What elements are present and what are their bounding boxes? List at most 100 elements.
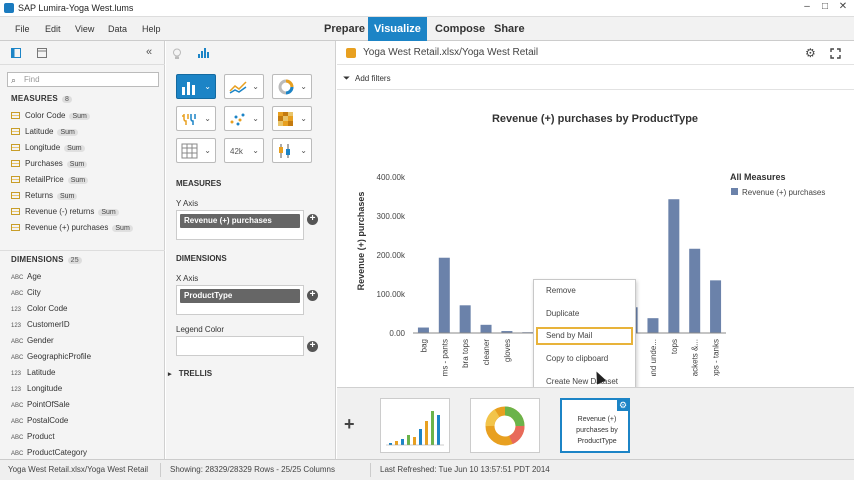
find-input[interactable]: ⌕ Find (7, 72, 159, 87)
x-tick-label: socks and unde... (649, 339, 658, 376)
measure-item[interactable]: RetailPrice Sum (11, 175, 89, 188)
chart-builder-icon[interactable] (197, 48, 209, 58)
dimension-item[interactable]: ABC PointOfSale (11, 400, 70, 413)
add-measure-icon[interactable]: + (307, 214, 318, 225)
add-filters-link[interactable]: Add filters (355, 74, 391, 83)
mode-share[interactable]: Share (494, 23, 525, 35)
add-visualization-icon[interactable]: + (344, 414, 355, 434)
minimize-icon[interactable]: – (804, 1, 810, 12)
bar[interactable] (668, 199, 680, 333)
mode-prepare[interactable]: Prepare (324, 23, 365, 35)
measure-icon (11, 128, 20, 135)
heatmap-chart-type-button[interactable]: ⌄ (272, 106, 312, 131)
bar[interactable] (459, 305, 471, 333)
line-chart-type-button[interactable]: ⌄ (224, 74, 264, 99)
bar[interactable] (438, 257, 450, 333)
panel-toggle-icon[interactable] (11, 48, 21, 58)
measure-item[interactable]: Revenue (+) purchases Sum (11, 223, 133, 236)
menu-item-create-new-dataset[interactable]: Create New Dataset (546, 377, 619, 386)
menu-item-duplicate[interactable]: Duplicate (546, 309, 580, 318)
gallery-thumbnail-donut[interactable] (470, 398, 540, 453)
aggregation-badge: Sum (57, 193, 78, 200)
measure-item[interactable]: Returns Sum (11, 191, 78, 204)
x-axis-drop-zone[interactable]: ProductType (176, 285, 304, 315)
scatter-chart-type-button[interactable]: ⌄ (224, 106, 264, 131)
dimension-item[interactable]: ABC Gender (11, 336, 54, 349)
add-legend-color-icon[interactable]: + (307, 341, 318, 352)
bar-chart[interactable]: Revenue (+) purchases by ProductType Rev… (337, 91, 854, 376)
pie-chart-type-button[interactable]: ⌄ (272, 74, 312, 99)
dimension-item[interactable]: ABC ProductCategory (11, 448, 87, 461)
dimension-item[interactable]: ABC Age (11, 272, 41, 285)
settings-gear-icon[interactable]: ⚙ (805, 46, 816, 60)
bar[interactable] (480, 324, 492, 333)
chevron-down-icon: ⌄ (300, 114, 307, 123)
measure-label: Returns (25, 191, 54, 200)
bar[interactable] (501, 331, 513, 333)
measure-item[interactable]: Purchases Sum (11, 159, 88, 172)
dimension-item[interactable]: ABC Product (11, 432, 55, 445)
menu-data[interactable]: Data (108, 24, 128, 34)
maximize-icon[interactable]: □ (821, 1, 829, 12)
menu-help[interactable]: Help (142, 24, 161, 34)
bar[interactable] (647, 318, 659, 333)
y-axis-drop-zone[interactable]: Revenue (+) purchases (176, 210, 304, 240)
chevron-down-icon: ⌄ (300, 146, 307, 155)
dimensions-header[interactable]: DIMENSIONS 25 (11, 255, 82, 264)
dimension-item[interactable]: ABC City (11, 288, 41, 301)
chevron-down-icon: ⌄ (252, 82, 259, 91)
chevron-down-icon: ⌄ (204, 82, 211, 91)
dataset-name[interactable]: Yoga West Retail.xlsx/Yoga West Retail (363, 47, 539, 58)
menu-item-send-by-mail[interactable]: Send by Mail (536, 327, 633, 345)
chevron-down-icon: ⌄ (252, 146, 259, 155)
add-dimension-icon[interactable]: + (307, 290, 318, 301)
dimension-item[interactable]: 123 CustomerID (11, 320, 70, 333)
box-plot-type-button[interactable]: ⌄ (272, 138, 312, 163)
data-type-icon: ABC (11, 355, 24, 361)
measure-label: Revenue (-) returns (25, 207, 95, 216)
numeric-point-type-button[interactable]: 42k ⌄ (224, 138, 264, 163)
menu-item-copy-to-clipboard[interactable]: Copy to clipboard (546, 354, 609, 363)
gallery-thumbnail-current[interactable]: Revenue (+) purchases by ProductType ⚙ (560, 398, 630, 453)
dimension-item[interactable]: 123 Color Code (11, 304, 67, 317)
grid-view-icon[interactable] (37, 48, 47, 58)
data-type-icon: 123 (11, 323, 22, 329)
trellis-expander[interactable]: ▸ TRELLIS (168, 369, 212, 378)
bar-chart-type-button[interactable]: ⌄ (176, 74, 216, 99)
collapse-panel-icon[interactable]: « (146, 46, 153, 58)
bar[interactable] (417, 327, 429, 333)
filter-funnel-icon[interactable]: ⏷ (343, 73, 351, 83)
measure-item[interactable]: Longitude Sum (11, 143, 85, 156)
thumbnail-settings-icon[interactable]: ⚙ (617, 399, 629, 411)
bar[interactable] (689, 248, 701, 333)
x-axis-dimension-pill[interactable]: ProductType (180, 289, 300, 303)
lightbulb-icon[interactable] (172, 48, 182, 60)
measure-icon (11, 160, 20, 167)
dimension-label: Longitude (27, 384, 63, 393)
menu-edit[interactable]: Edit (45, 24, 61, 34)
measures-header[interactable]: MEASURES 8 (11, 94, 73, 103)
legend-color-drop-zone[interactable] (176, 336, 304, 356)
bar[interactable] (710, 280, 722, 333)
table-chart-type-button[interactable]: ⌄ (176, 138, 216, 163)
x-tick-label: bottoms - pants (440, 339, 449, 376)
status-last-refreshed: Last Refreshed: Tue Jun 10 13:57:51 PDT … (380, 465, 550, 474)
y-axis-measure-pill[interactable]: Revenue (+) purchases (180, 214, 300, 228)
mode-compose[interactable]: Compose (435, 23, 486, 35)
measure-item[interactable]: Latitude Sum (11, 127, 78, 140)
close-icon[interactable]: ✕ (838, 1, 848, 12)
menu-view[interactable]: View (75, 24, 95, 34)
menu-file[interactable]: File (15, 24, 30, 34)
menu-item-remove[interactable]: Remove (546, 286, 576, 295)
fullscreen-icon[interactable] (830, 48, 841, 59)
gallery-thumbnail-stacked-bar[interactable] (380, 398, 450, 453)
dimension-item[interactable]: ABC PostalCode (11, 416, 68, 429)
measure-item[interactable]: Color Code Sum (11, 111, 90, 124)
mode-visualize[interactable]: Visualize (368, 17, 427, 41)
status-dataset: Yoga West Retail.xlsx/Yoga West Retail (8, 465, 149, 474)
measure-item[interactable]: Revenue (-) returns Sum (11, 207, 119, 220)
geo-chart-type-button[interactable]: ⌄ (176, 106, 216, 131)
dimension-item[interactable]: 123 Latitude (11, 368, 55, 381)
dimension-item[interactable]: ABC GeographicProfile (11, 352, 91, 365)
dimension-item[interactable]: 123 Longitude (11, 384, 62, 397)
